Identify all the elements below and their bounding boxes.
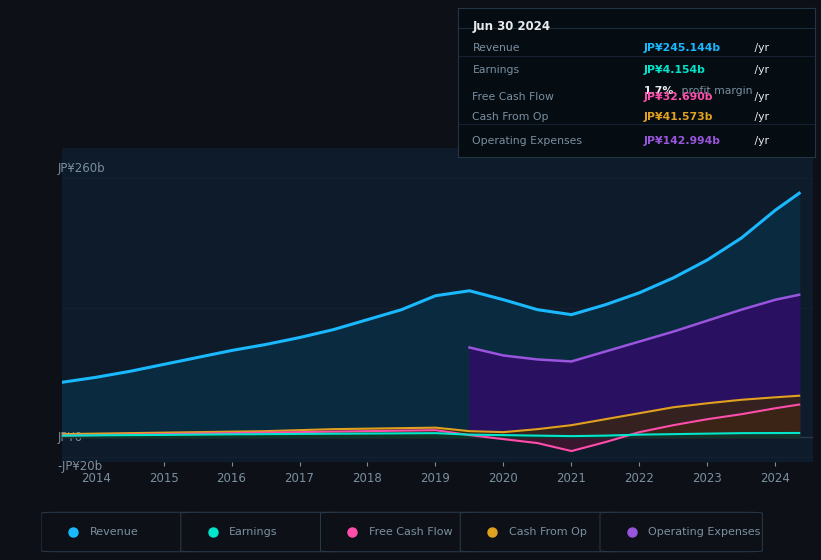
Text: 1.7%: 1.7% (644, 86, 674, 96)
Text: Free Cash Flow: Free Cash Flow (369, 527, 452, 537)
Text: Earnings: Earnings (472, 65, 520, 75)
Text: Earnings: Earnings (229, 527, 277, 537)
Text: Jun 30 2024: Jun 30 2024 (472, 20, 551, 33)
Text: JP¥260b: JP¥260b (57, 162, 105, 175)
Text: /yr: /yr (751, 43, 769, 53)
FancyBboxPatch shape (181, 512, 343, 552)
Text: profit margin: profit margin (678, 86, 752, 96)
Text: Operating Expenses: Operating Expenses (649, 527, 761, 537)
Text: JP¥41.573b: JP¥41.573b (644, 112, 713, 122)
Text: /yr: /yr (751, 91, 769, 101)
Text: /yr: /yr (751, 65, 769, 75)
Text: /yr: /yr (751, 136, 769, 146)
FancyBboxPatch shape (41, 512, 204, 552)
Text: Cash From Op: Cash From Op (508, 527, 586, 537)
FancyBboxPatch shape (461, 512, 622, 552)
Text: -JP¥20b: -JP¥20b (57, 460, 103, 473)
Text: JP¥245.144b: JP¥245.144b (644, 43, 721, 53)
Text: JP¥32.690b: JP¥32.690b (644, 91, 713, 101)
Text: Cash From Op: Cash From Op (472, 112, 549, 122)
Text: Revenue: Revenue (89, 527, 138, 537)
Text: JP¥4.154b: JP¥4.154b (644, 65, 706, 75)
FancyBboxPatch shape (600, 512, 763, 552)
Text: Revenue: Revenue (472, 43, 520, 53)
Text: Operating Expenses: Operating Expenses (472, 136, 582, 146)
Text: /yr: /yr (751, 112, 769, 122)
FancyBboxPatch shape (320, 512, 483, 552)
Text: JP¥0: JP¥0 (57, 431, 83, 444)
Text: Free Cash Flow: Free Cash Flow (472, 91, 554, 101)
Text: JP¥142.994b: JP¥142.994b (644, 136, 721, 146)
